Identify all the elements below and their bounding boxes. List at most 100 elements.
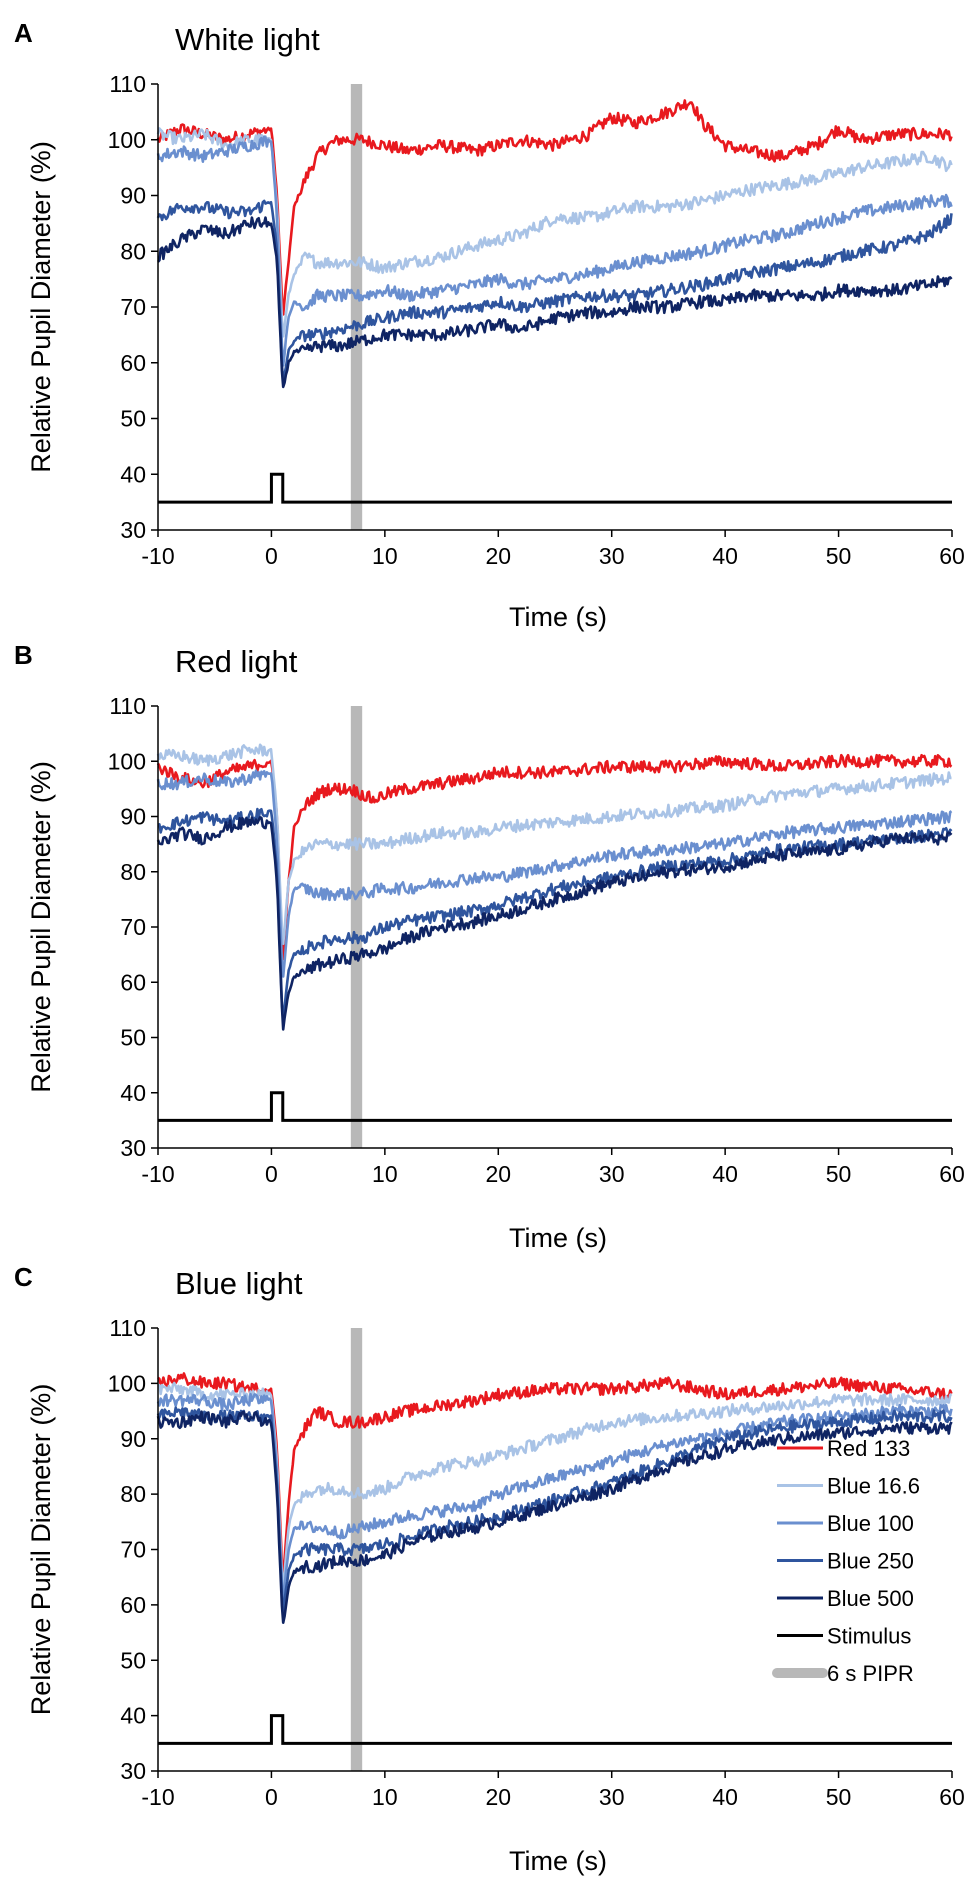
x-tick-label: 60	[939, 543, 965, 569]
y-tick-label: 80	[120, 238, 146, 264]
series-line-blue-100	[156, 135, 953, 367]
panel-title: White light	[175, 22, 320, 57]
pipr-window-band	[350, 1328, 363, 1771]
series-line-blue-16-6	[156, 743, 952, 945]
legend-item: Blue 100	[777, 1511, 914, 1536]
legend-label: Stimulus	[827, 1624, 911, 1649]
legend-item: Stimulus	[777, 1624, 911, 1649]
x-tick-label: 30	[599, 1161, 625, 1187]
x-tick-label: -10	[141, 1161, 174, 1187]
y-tick-label: 60	[120, 350, 146, 376]
x-tick-label: 20	[485, 1784, 511, 1810]
panel-title: Red light	[175, 644, 298, 679]
series-line-blue-16-6	[156, 127, 953, 338]
y-axis-title: Relative Pupil Diameter (%)	[26, 141, 56, 473]
x-tick-label: -10	[141, 543, 174, 569]
x-tick-label: 50	[826, 543, 852, 569]
legend-item: Blue 16.6	[777, 1474, 920, 1499]
y-tick-label: 30	[120, 1758, 146, 1784]
y-axis-title: Relative Pupil Diameter (%)	[26, 1384, 56, 1716]
stimulus-trace	[158, 1714, 952, 1745]
x-tick-label: -10	[141, 1784, 174, 1810]
x-tick-label: 40	[712, 1784, 738, 1810]
legend-item: Blue 250	[777, 1549, 914, 1574]
y-tick-label: 90	[120, 183, 146, 209]
y-tick-label: 50	[120, 1647, 146, 1673]
legend-item: Red 133	[777, 1436, 910, 1461]
panel-letter: A	[14, 18, 33, 48]
series-line-blue-500	[156, 816, 953, 1031]
x-axis-title: Time (s)	[509, 602, 607, 632]
x-tick-label: 50	[826, 1161, 852, 1187]
x-tick-label: 60	[939, 1161, 965, 1187]
panel-letter: C	[14, 1262, 33, 1292]
series-line-blue-250	[156, 199, 953, 384]
x-tick-label: 60	[939, 1784, 965, 1810]
y-tick-label: 30	[120, 1135, 146, 1161]
stimulus-trace	[158, 1091, 952, 1122]
y-tick-label: 110	[109, 71, 146, 97]
series-line-blue-16-6	[157, 1381, 953, 1591]
panel-A: A White light 30 40 50 60 70 80 90 100 110 -10 0 10 20…	[14, 18, 965, 632]
x-tick-label: 30	[599, 543, 625, 569]
legend-label: 6 s PIPR	[827, 1661, 914, 1686]
pipr-window-band	[350, 84, 363, 530]
legend-label: Blue 100	[827, 1511, 914, 1536]
x-tick-label: 20	[485, 543, 511, 569]
pipr-window-band	[350, 706, 363, 1148]
series-line-red-133	[157, 1372, 953, 1579]
series-line-blue-500	[157, 216, 953, 389]
x-tick-label: 0	[265, 1161, 278, 1187]
x-tick-label: 10	[372, 1784, 398, 1810]
y-tick-label: 40	[120, 1703, 146, 1729]
y-axis-title: Relative Pupil Diameter (%)	[26, 761, 56, 1093]
y-tick-label: 90	[120, 804, 146, 830]
legend-item: Blue 500	[777, 1586, 914, 1611]
y-tick-label: 100	[108, 1370, 146, 1396]
x-tick-label: 10	[372, 543, 398, 569]
y-tick-label: 40	[120, 461, 146, 487]
series-line-blue-100	[156, 769, 953, 978]
series-line-red-133	[156, 753, 953, 961]
y-tick-label: 110	[109, 1315, 146, 1341]
y-tick-label: 100	[108, 127, 146, 153]
x-axis-title: Time (s)	[509, 1223, 607, 1253]
legend-item: 6 s PIPR	[772, 1661, 914, 1686]
legend: Red 133 Blue 16.6 Blue 100 Blue 250 Blue 500…	[772, 1436, 920, 1686]
legend-label: Blue 250	[827, 1549, 914, 1574]
x-tick-label: 50	[826, 1784, 852, 1810]
legend-label: Red 133	[827, 1436, 910, 1461]
x-tick-label: 40	[712, 543, 738, 569]
legend-label: Blue 16.6	[827, 1474, 920, 1499]
y-tick-label: 90	[120, 1426, 146, 1452]
y-tick-label: 70	[120, 294, 146, 320]
x-tick-label: 0	[265, 1784, 278, 1810]
y-tick-label: 60	[120, 969, 146, 995]
x-axis-title: Time (s)	[509, 1846, 607, 1876]
series-line-blue-250	[156, 1406, 953, 1614]
x-tick-label: 20	[485, 1161, 511, 1187]
y-tick-label: 100	[108, 748, 146, 774]
y-tick-label: 80	[120, 1481, 146, 1507]
x-tick-label: 10	[372, 1161, 398, 1187]
y-tick-label: 30	[120, 517, 146, 543]
panel-title: Blue light	[175, 1266, 303, 1301]
legend-label: Blue 500	[827, 1586, 914, 1611]
y-tick-label: 50	[120, 1025, 146, 1051]
series-line-blue-500	[156, 1410, 953, 1624]
series-line-red-133	[156, 99, 953, 316]
y-tick-label: 110	[109, 693, 146, 719]
x-tick-label: 30	[599, 1784, 625, 1810]
panel-letter: B	[14, 640, 33, 670]
y-tick-label: 60	[120, 1592, 146, 1618]
x-tick-label: 40	[712, 1161, 738, 1187]
panel-B: B Red light 30 40 50 60 70 80 90 100 110 -10 0 10 20 30…	[14, 640, 965, 1253]
x-tick-label: 0	[265, 543, 278, 569]
y-tick-label: 70	[120, 1537, 146, 1563]
y-tick-label: 50	[120, 406, 146, 432]
stimulus-trace	[158, 472, 952, 504]
panel-C: C Blue light 30 40 50 60 70 80 90 100 110 -10 0 10 20 3…	[14, 1262, 965, 1876]
y-tick-label: 40	[120, 1080, 146, 1106]
y-tick-label: 70	[120, 914, 146, 940]
